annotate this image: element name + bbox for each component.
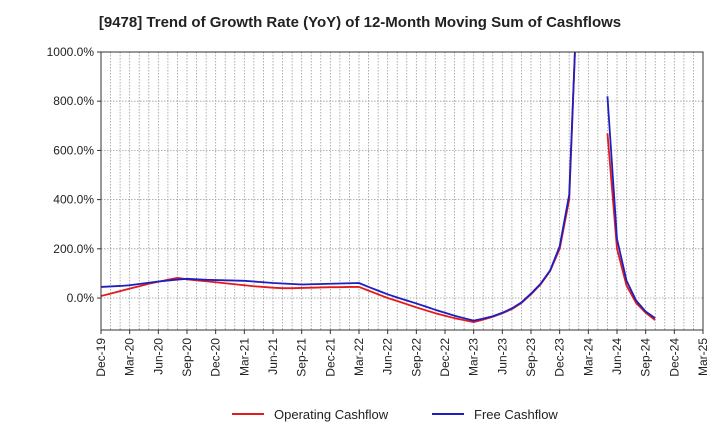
x-tick-label: Jun-22 bbox=[381, 338, 395, 375]
x-tick-label: Sep-22 bbox=[409, 338, 423, 377]
grid-layer bbox=[100, 51, 704, 330]
plot-frame bbox=[100, 51, 704, 331]
x-tick-label: Mar-21 bbox=[237, 338, 251, 376]
y-tick-label: 200.0% bbox=[53, 242, 94, 256]
x-tick-label: Dec-24 bbox=[667, 338, 681, 377]
x-tick-label: Jun-23 bbox=[495, 338, 509, 375]
y-tick-label: 400.0% bbox=[53, 193, 94, 207]
y-tick-label: 1000.0% bbox=[47, 45, 95, 59]
axis-layer: 0.0% 200.0% 400.0% 600.0% 800.0% 1000.0% Dec-1… bbox=[47, 45, 710, 377]
x-tick-label: Mar-20 bbox=[123, 338, 137, 376]
x-tick-label: Sep-23 bbox=[524, 338, 538, 377]
x-tick-label: Mar-23 bbox=[467, 338, 481, 376]
y-tick-label: 0.0% bbox=[67, 291, 95, 305]
x-tick-label: Dec-22 bbox=[438, 338, 452, 377]
y-tick-label: 600.0% bbox=[53, 143, 94, 157]
legend-layer: Operating Cashflow Free Cashflow bbox=[232, 407, 558, 422]
x-tick-label: Sep-24 bbox=[639, 338, 653, 377]
x-tick-label: Mar-22 bbox=[352, 338, 366, 376]
x-tick-label: Mar-25 bbox=[696, 338, 710, 376]
x-tick-label: Sep-20 bbox=[180, 338, 194, 377]
series-layer bbox=[101, 52, 656, 324]
x-tick-label: Dec-23 bbox=[553, 338, 567, 377]
x-tick-label: Dec-20 bbox=[209, 338, 223, 377]
x-tick-label: Jun-21 bbox=[266, 338, 280, 375]
x-tick-label: Dec-21 bbox=[323, 338, 337, 377]
x-tick-label: Jun-24 bbox=[610, 338, 624, 375]
y-tick-label: 800.0% bbox=[53, 94, 94, 108]
legend-label: Operating Cashflow bbox=[274, 407, 389, 422]
chart-title: [9478] Trend of Growth Rate (YoY) of 12-… bbox=[98, 14, 622, 31]
x-tick-label: Dec-19 bbox=[94, 338, 108, 377]
x-tick-label: Mar-24 bbox=[581, 338, 595, 376]
x-tick-label: Sep-21 bbox=[295, 338, 309, 377]
series-line-free-cashflow bbox=[101, 52, 656, 322]
x-tick-label: Jun-20 bbox=[151, 338, 165, 375]
legend-label: Free Cashflow bbox=[474, 407, 558, 422]
